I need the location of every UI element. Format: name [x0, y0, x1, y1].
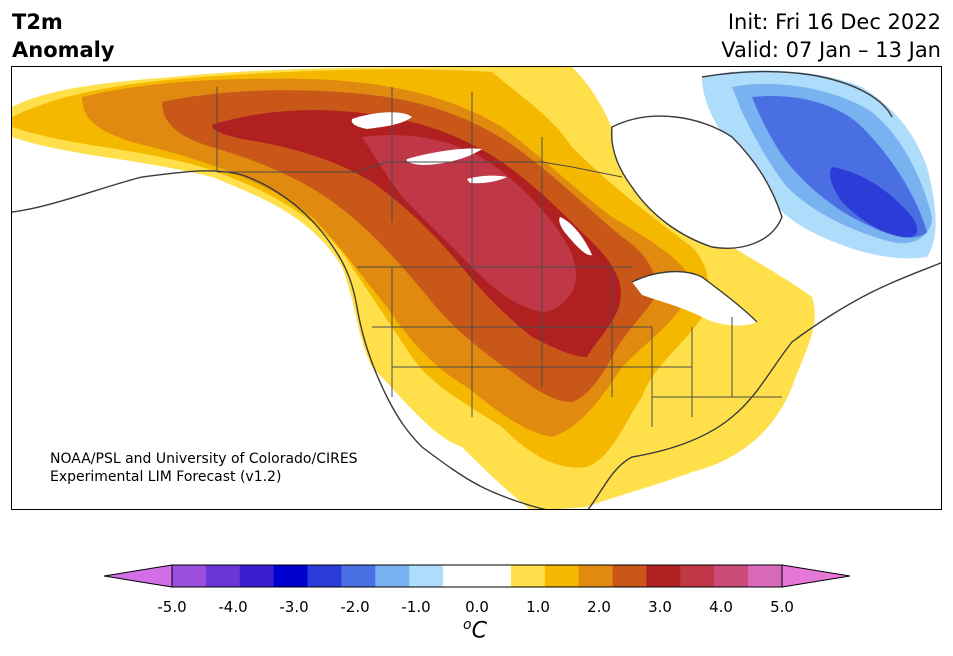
colorbar-bin	[239, 565, 275, 587]
colorbar-tick-label: 5.0	[770, 598, 794, 616]
lake-winnipeg	[559, 217, 592, 256]
colorbar-bin	[646, 565, 681, 587]
colorbar-bin	[273, 565, 309, 587]
colorbar-tick-label: -2.0	[340, 598, 370, 616]
colorbar-tick-label: 1.0	[526, 598, 550, 616]
title-line-1: T2m	[12, 10, 63, 34]
great-slave-lake	[406, 148, 482, 165]
colorbar-bin	[510, 565, 546, 587]
colorbar-bin	[578, 565, 614, 587]
unit-base: C	[471, 618, 487, 644]
colorbar-tick-label: -3.0	[279, 598, 309, 616]
colorbar-bin	[443, 565, 478, 587]
colorbar-tick-label: -4.0	[218, 598, 248, 616]
political-borders	[216, 87, 782, 427]
great-bear-lake	[351, 112, 412, 129]
colorbar-bin	[205, 565, 241, 587]
title-line-2: Anomaly	[12, 38, 115, 62]
forecast-dates: Init: Fri 16 Dec 2022 Valid: 07 Jan – 13…	[721, 8, 941, 64]
colorbar-bin	[748, 565, 783, 587]
coastlines	[12, 70, 941, 509]
map-title: T2m Anomaly	[12, 8, 115, 64]
colorbar-bin	[172, 565, 207, 587]
hudson-bay	[611, 116, 782, 249]
colorbar-bin	[612, 565, 647, 587]
colorbar	[104, 564, 850, 588]
colorbar-tick-label: 2.0	[587, 598, 611, 616]
colorbar-bin	[341, 565, 376, 587]
unit-superscript: o	[463, 617, 472, 633]
colorbar-tick-label: -1.0	[401, 598, 431, 616]
colorbar-extension-high	[781, 564, 850, 588]
colorbar-tick-label: 3.0	[648, 598, 672, 616]
colorbar-tick-label: 4.0	[709, 598, 733, 616]
unit-label: oC	[463, 617, 487, 643]
colorbar-bin	[307, 565, 342, 587]
valid-date: Valid: 07 Jan – 13 Jan	[721, 38, 941, 62]
colorbar-bin	[680, 565, 715, 587]
colorbar-bin	[714, 565, 749, 587]
colorbar-frame	[171, 564, 783, 588]
great-lakes	[632, 271, 757, 326]
colorbar-tick-label: 0.0	[465, 598, 489, 616]
colorbar-bin	[477, 565, 512, 587]
map-credit: NOAA/PSL and University of Colorado/CIRE…	[50, 450, 358, 486]
colorbar-tick-label: -5.0	[157, 598, 187, 616]
credit-line-2: Experimental LIM Forecast (v1.2)	[50, 469, 282, 485]
colorbar-extension-low	[104, 564, 173, 588]
init-date: Init: Fri 16 Dec 2022	[727, 10, 941, 34]
credit-line-1: NOAA/PSL and University of Colorado/CIRE…	[50, 451, 358, 467]
colorbar-bin	[544, 565, 580, 587]
colorbar-bin	[409, 565, 444, 587]
band-3-3-5	[362, 135, 576, 312]
map-graphic	[12, 67, 941, 509]
anomaly-map: NOAA/PSL and University of Colorado/CIRE…	[11, 66, 942, 510]
colorbar-bin	[375, 565, 410, 587]
lake-athabasca	[467, 175, 507, 184]
cold-band-stronger	[830, 167, 918, 238]
